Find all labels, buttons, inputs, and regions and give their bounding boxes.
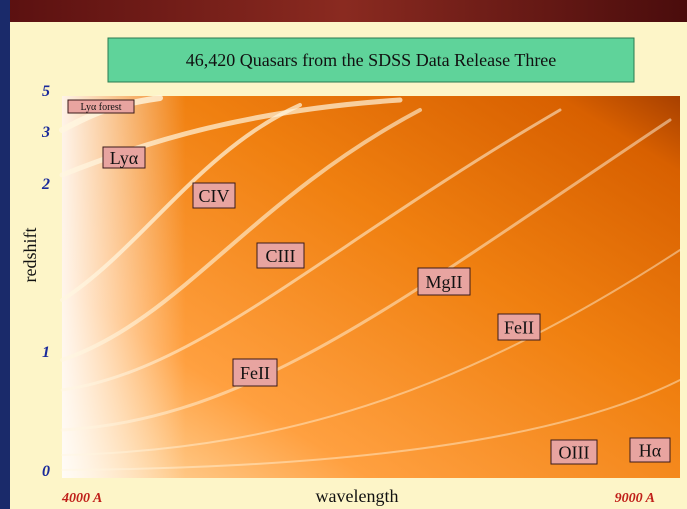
y-tick-label: 0: [42, 463, 50, 480]
annotation-box: [67, 99, 135, 114]
y-tick-label: 3: [41, 124, 50, 141]
annotation-box: [550, 439, 598, 465]
annotation-label: FeII: [240, 363, 270, 383]
annotation-label: Lyα forest: [80, 102, 121, 113]
y-tick-label: 1: [42, 344, 50, 361]
annotation-label: Hα: [639, 440, 662, 460]
annotation-label: MgII: [426, 272, 463, 292]
left-band: [0, 0, 10, 509]
spectra-image: [59, 95, 681, 478]
annotation-box: [232, 358, 278, 387]
annotation-label: FeII: [504, 317, 534, 337]
plot-glow: [62, 96, 680, 478]
x-end-label: 9000 A: [615, 491, 655, 506]
annotation-label: CIII: [266, 246, 296, 266]
annotation-box: [102, 146, 146, 169]
annotation-label: Lyα: [110, 148, 139, 168]
annotations: Lyα forest Lyα CIV CIII MgII FeII FeII OIII Hα: [67, 99, 671, 465]
title-box: [107, 37, 635, 83]
y-axis-label: redshift: [20, 228, 40, 283]
annotation-box: [417, 267, 471, 296]
y-tick-label: 5: [42, 83, 50, 100]
annotation-box: [629, 437, 671, 463]
title: 46,420 Quasars from the SDSS Data Releas…: [186, 50, 557, 70]
annotation-box: [497, 313, 541, 341]
annotation-box: [256, 242, 305, 269]
annotation-box: [192, 182, 236, 209]
annotation-label: OIII: [559, 442, 590, 462]
y-tick-label: 2: [41, 176, 50, 193]
top-band: [0, 0, 687, 22]
x-axis-label: wavelength: [316, 486, 399, 506]
annotation-label: CIV: [199, 186, 230, 206]
emission-lines: [59, 95, 681, 471]
x-start-label: 4000 A: [61, 491, 102, 506]
